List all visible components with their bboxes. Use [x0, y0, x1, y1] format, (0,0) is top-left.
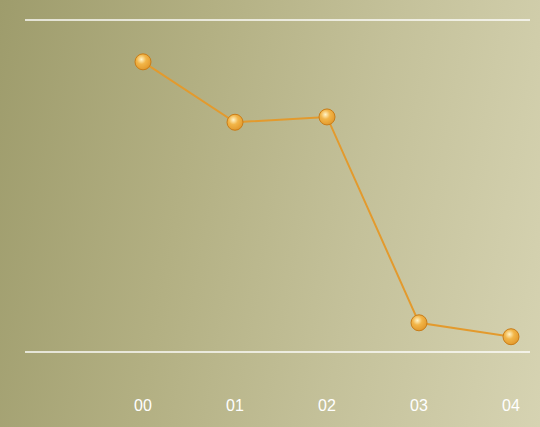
svg-text:04: 04: [502, 397, 520, 414]
svg-text:03: 03: [410, 397, 428, 414]
svg-text:01: 01: [226, 397, 244, 414]
svg-text:02: 02: [318, 397, 336, 414]
svg-text:00: 00: [134, 397, 152, 414]
